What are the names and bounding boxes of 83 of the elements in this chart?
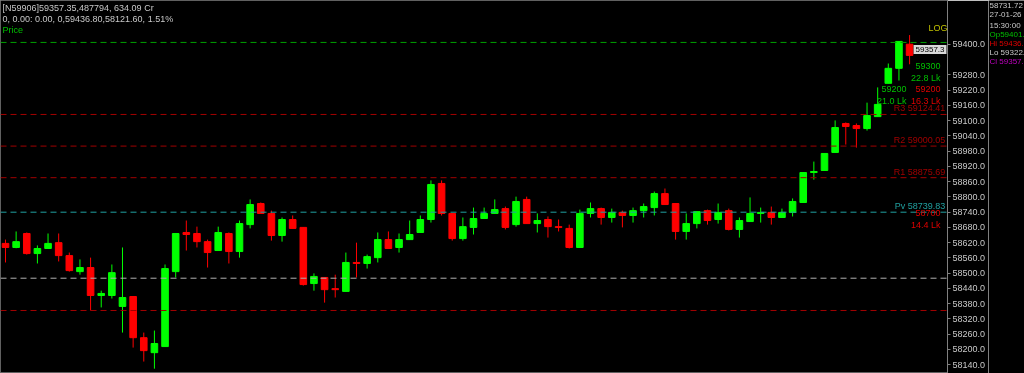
candlestick bbox=[139, 332, 148, 363]
candlestick bbox=[320, 276, 329, 304]
ref-line-label: R2 59000.05 bbox=[893, 135, 946, 146]
annotation: 0, 0.00: 0.00, 0,59436.80,58121.60, 1.51% bbox=[2, 13, 174, 24]
candlestick bbox=[225, 231, 233, 264]
candlestick bbox=[735, 216, 744, 239]
y-tick-label: 58500.0 bbox=[952, 268, 986, 279]
candlestick bbox=[150, 330, 159, 370]
y-tick-label: 58980.0 bbox=[952, 146, 986, 157]
candlestick bbox=[246, 198, 254, 229]
text: Op59401. bbox=[989, 29, 1024, 39]
candlestick bbox=[182, 220, 191, 252]
y-tick-label: 58200.0 bbox=[952, 344, 986, 355]
y-tick-label: 58260.0 bbox=[952, 329, 986, 340]
y-tick-label: 58560.0 bbox=[952, 252, 986, 263]
candlestick bbox=[44, 233, 52, 250]
y-tick-label: 58380.0 bbox=[952, 298, 986, 309]
candlestick bbox=[788, 197, 797, 217]
y-tick-label: 58440.0 bbox=[952, 283, 986, 294]
annotation: Price bbox=[2, 24, 24, 35]
y-tick-label: 58680.0 bbox=[952, 222, 986, 233]
candlestick bbox=[714, 203, 722, 225]
candlestick bbox=[852, 122, 861, 149]
candlestick bbox=[841, 121, 850, 146]
candlestick bbox=[512, 196, 520, 228]
candlestick bbox=[1, 239, 10, 263]
candlestick bbox=[650, 191, 659, 216]
annotation: 59200 16.3 Lk bbox=[910, 83, 941, 106]
candlestick bbox=[373, 231, 382, 263]
annotation: [N59906]59357.35,487794, 634.09 Cr bbox=[2, 2, 154, 13]
text: Cl 59357. bbox=[989, 56, 1024, 66]
candlestick bbox=[65, 252, 74, 273]
y-tick-label: 58740.0 bbox=[952, 207, 986, 218]
candlestick bbox=[682, 212, 691, 241]
y-tick-label: 58620.0 bbox=[952, 237, 986, 248]
candlestick bbox=[469, 207, 478, 236]
text: 15:30:00 bbox=[989, 20, 1022, 30]
candlestick bbox=[746, 196, 754, 223]
y-tick-label: 58140.0 bbox=[952, 359, 986, 370]
candlestick bbox=[108, 264, 116, 300]
candlestick bbox=[352, 242, 361, 278]
y-tick-label: 59220.0 bbox=[952, 85, 986, 96]
candlestick bbox=[884, 63, 893, 84]
candlestick bbox=[331, 274, 340, 299]
candlestick bbox=[193, 226, 201, 248]
y-tick-label: 58920.0 bbox=[952, 161, 986, 172]
candlestick bbox=[905, 34, 914, 65]
text: Lo 59322. bbox=[989, 47, 1024, 57]
candlestick bbox=[310, 272, 318, 292]
candlestick bbox=[810, 161, 818, 181]
candlestick bbox=[395, 233, 403, 254]
y-tick-label: 59400.0 bbox=[952, 39, 986, 50]
candlestick bbox=[12, 230, 20, 249]
candlestick bbox=[533, 212, 542, 233]
candlestick bbox=[278, 216, 286, 243]
candlestick bbox=[863, 102, 871, 132]
y-tick-label: 59280.0 bbox=[952, 69, 986, 80]
candlestick bbox=[267, 210, 276, 242]
candlestick bbox=[33, 244, 42, 264]
text: 27-01-26 bbox=[989, 9, 1023, 19]
y-tick-label: 59160.0 bbox=[952, 100, 986, 111]
y-tick-label: 58800.0 bbox=[952, 191, 986, 202]
candlestick bbox=[76, 258, 84, 276]
candlestick bbox=[214, 226, 223, 252]
candlestick bbox=[459, 216, 467, 242]
annotation: 59300 22.8 Lk bbox=[910, 60, 941, 83]
text: 58731.72 bbox=[989, 0, 1024, 10]
y-tick-label: 59100.0 bbox=[952, 115, 986, 126]
candlestick bbox=[118, 246, 127, 334]
candlestick bbox=[22, 231, 31, 256]
candlestick bbox=[767, 206, 776, 226]
y-tick-label: 59040.0 bbox=[952, 130, 986, 141]
ref-line-label: R3 59124.41 bbox=[893, 103, 946, 114]
y-tick-label: 58320.0 bbox=[952, 313, 986, 324]
y-tick-label: 58860.0 bbox=[952, 176, 986, 187]
text: 59357.3 bbox=[915, 45, 946, 54]
candlestick bbox=[405, 220, 414, 241]
text: LOG bbox=[928, 22, 948, 33]
candlestick bbox=[203, 239, 212, 269]
candlestick bbox=[54, 233, 63, 262]
candlestick bbox=[544, 215, 552, 239]
ref-line-label: R1 58875.69 bbox=[893, 166, 946, 177]
text: Hi 59436. bbox=[989, 38, 1024, 48]
